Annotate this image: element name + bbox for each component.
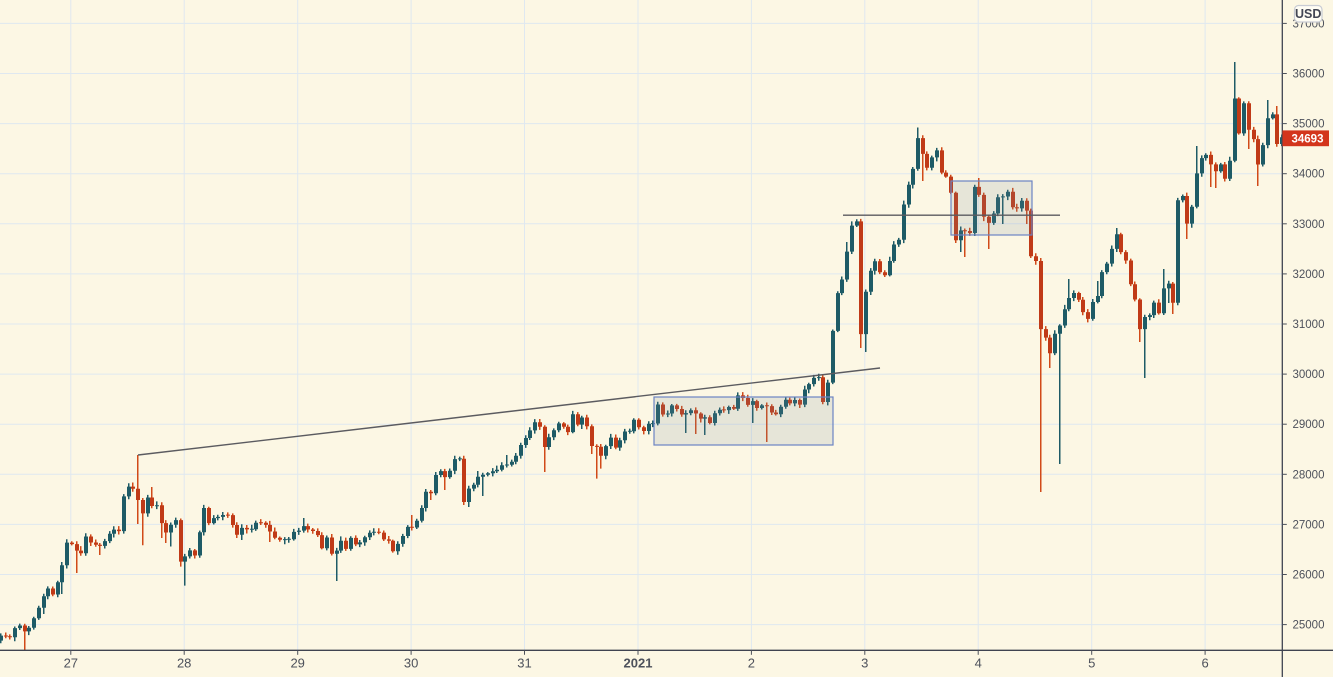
svg-text:28000: 28000 [1293, 469, 1325, 481]
svg-text:6: 6 [1201, 656, 1208, 671]
svg-text:USD: USD [1295, 7, 1321, 21]
svg-text:31: 31 [517, 656, 531, 671]
svg-text:28: 28 [177, 656, 191, 671]
svg-text:30000: 30000 [1293, 369, 1325, 381]
svg-text:27000: 27000 [1293, 519, 1325, 531]
svg-text:27: 27 [64, 656, 78, 671]
svg-text:4: 4 [975, 656, 982, 671]
svg-text:29000: 29000 [1293, 419, 1325, 431]
svg-text:35000: 35000 [1293, 119, 1325, 131]
svg-text:25000: 25000 [1293, 620, 1325, 632]
svg-text:36000: 36000 [1293, 69, 1325, 81]
svg-text:33000: 33000 [1293, 219, 1325, 231]
svg-text:3: 3 [861, 656, 868, 671]
svg-text:32000: 32000 [1293, 269, 1325, 281]
svg-text:5: 5 [1088, 656, 1095, 671]
svg-text:34000: 34000 [1293, 169, 1325, 181]
svg-text:2021: 2021 [624, 656, 653, 671]
svg-text:34693: 34693 [1292, 133, 1324, 145]
svg-text:26000: 26000 [1293, 570, 1325, 582]
svg-text:29: 29 [290, 656, 304, 671]
svg-text:2: 2 [748, 656, 755, 671]
svg-text:31000: 31000 [1293, 319, 1325, 331]
svg-text:30: 30 [404, 656, 418, 671]
